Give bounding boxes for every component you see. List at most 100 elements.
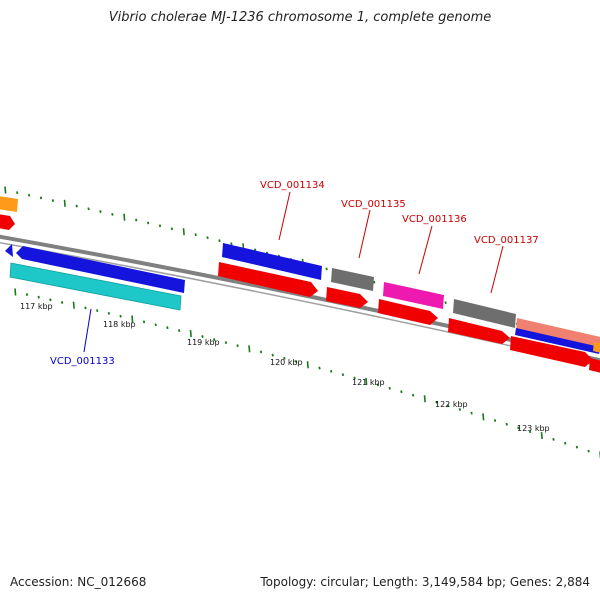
major-tick: [306, 361, 309, 369]
leader-vcd-001136: [418, 225, 433, 275]
minor-tick: [107, 311, 111, 315]
major-tick: [123, 213, 126, 221]
minor-tick: [353, 376, 356, 380]
minor-tick: [177, 329, 181, 333]
minor-tick: [575, 445, 579, 449]
gene-red-1[interactable]: [218, 262, 318, 297]
minor-tick: [564, 441, 567, 445]
minor-tick: [37, 295, 40, 299]
gene-red-2[interactable]: [326, 287, 368, 308]
minor-tick: [411, 393, 415, 397]
major-tick: [14, 288, 17, 296]
minor-tick: [201, 335, 204, 338]
minor-tick: [330, 369, 333, 373]
leader-vcd-001137: [490, 245, 504, 294]
major-tick: [482, 413, 485, 421]
gene-orange-right[interactable]: [593, 342, 600, 354]
gene-red-4[interactable]: [448, 318, 510, 344]
major-tick: [423, 395, 426, 403]
major-tick: [72, 301, 75, 309]
gene-blue-thin[interactable]: [515, 328, 600, 354]
chromosome-backbone: [0, 234, 600, 368]
minor-tick: [458, 408, 462, 411]
minor-tick: [60, 301, 64, 304]
major-tick: [248, 345, 251, 353]
minor-tick: [75, 204, 78, 208]
gene-blue-long[interactable]: [16, 246, 185, 293]
scale-label-119: 119 kbp: [187, 338, 220, 347]
minor-tick: [218, 239, 221, 243]
minor-tick: [517, 426, 520, 430]
minor-tick: [230, 242, 233, 246]
feature-red-partial[interactable]: [0, 214, 15, 230]
minor-tick: [194, 233, 197, 237]
minor-tick: [528, 430, 532, 434]
gene-red-6[interactable]: [589, 358, 600, 374]
minor-tick: [505, 422, 508, 426]
major-tick: [4, 186, 7, 194]
major-tick: [365, 377, 368, 385]
minor-tick: [166, 326, 169, 330]
feature-blue-arrow-small[interactable]: [5, 244, 13, 257]
minor-tick: [96, 309, 99, 313]
minor-tick: [236, 344, 239, 348]
scale-label-120: 120 kbp: [270, 358, 303, 367]
minor-tick: [435, 400, 438, 404]
minor-tick: [318, 366, 321, 370]
label-vcd-001135[interactable]: VCD_001135: [341, 199, 406, 210]
gene-red-3[interactable]: [378, 299, 438, 325]
gene-vcd-001135[interactable]: [331, 268, 374, 291]
minor-tick: [84, 306, 87, 310]
minor-tick: [283, 356, 286, 360]
minor-tick: [552, 437, 555, 441]
minor-tick: [25, 293, 29, 296]
minor-tick: [87, 207, 90, 211]
minor-tick: [447, 404, 450, 408]
minor-tick: [271, 353, 274, 357]
major-tick: [63, 199, 66, 207]
inner-tick-ring: [14, 288, 600, 459]
minor-tick: [259, 350, 263, 354]
minor-tick: [325, 267, 328, 271]
minor-tick: [16, 191, 19, 195]
minor-tick: [111, 212, 114, 216]
label-vcd-001133[interactable]: VCD_001133: [50, 356, 115, 367]
accession-text: Accession: NC_012668: [10, 575, 147, 589]
minor-tick: [170, 227, 174, 231]
minor-tick: [142, 320, 146, 324]
label-vcd-001137[interactable]: VCD_001137: [474, 235, 539, 246]
scale-label-122: 122 kbp: [435, 400, 468, 409]
minor-tick: [294, 360, 298, 363]
leader-vcd-001133: [83, 308, 92, 353]
minor-tick: [119, 314, 122, 318]
gene-red-5[interactable]: [510, 336, 593, 367]
major-tick: [182, 228, 185, 236]
gene-vcd-001134[interactable]: [222, 243, 322, 280]
minor-tick: [470, 411, 473, 415]
minor-tick: [51, 199, 55, 203]
feature-orange-partial[interactable]: [0, 196, 18, 212]
label-vcd-001136[interactable]: VCD_001136: [402, 214, 467, 225]
gene-vcd-001136[interactable]: [383, 282, 444, 309]
minor-tick: [158, 224, 162, 228]
major-tick: [540, 431, 543, 440]
minor-tick: [49, 298, 52, 302]
minor-tick: [388, 386, 391, 390]
minor-tick: [400, 390, 403, 394]
minor-tick: [224, 341, 228, 345]
leader-vcd-001135: [358, 209, 371, 259]
minor-tick: [587, 449, 590, 453]
minor-tick: [99, 210, 102, 213]
scale-label-117: 117 kbp: [20, 302, 53, 311]
leader-vcd-001134: [278, 191, 291, 241]
scale-label-121: 121 kbp: [352, 378, 385, 387]
label-vcd-001134[interactable]: VCD_001134: [260, 180, 325, 191]
major-tick: [189, 329, 192, 338]
minor-tick: [39, 196, 43, 200]
minor-tick: [373, 280, 376, 284]
minor-tick: [146, 221, 150, 225]
gene-vcd-001137[interactable]: [453, 299, 516, 328]
minor-tick: [213, 338, 216, 341]
gene-vcd-001133[interactable]: [9, 262, 182, 311]
